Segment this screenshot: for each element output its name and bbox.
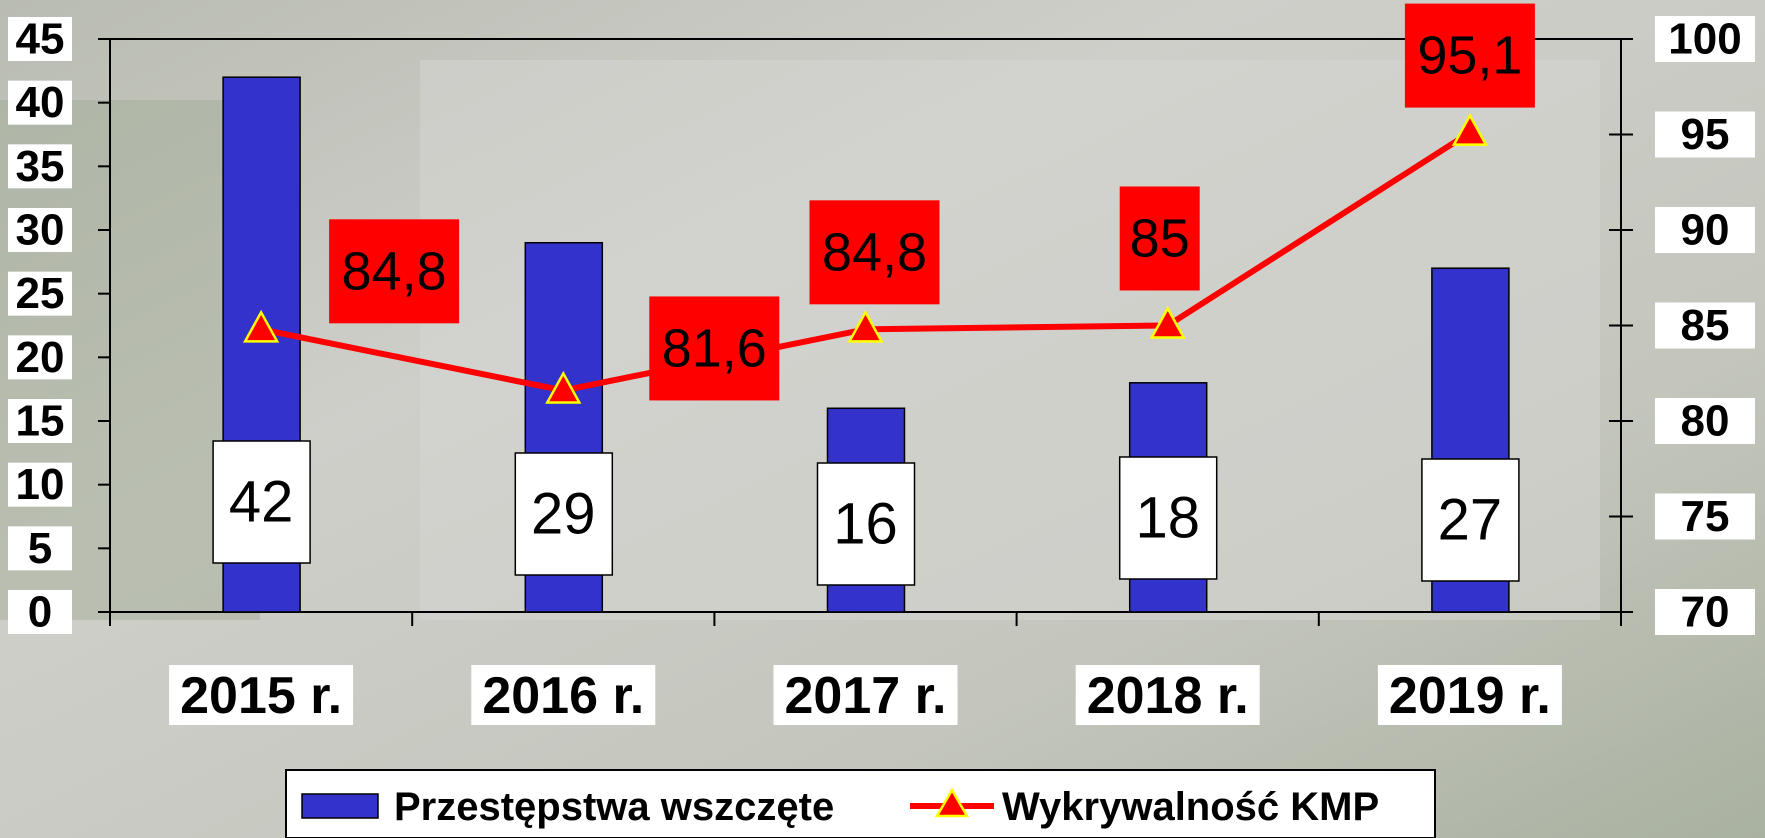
y-tick-label: 5: [28, 524, 52, 573]
marker: [1451, 113, 1489, 146]
y2-tick-label: 80: [1681, 397, 1730, 446]
line-label: 84,8: [822, 222, 927, 282]
y-tick-bg: [8, 462, 72, 507]
x-tick-label: 2018 r.: [1087, 667, 1249, 725]
y-tick-label: 45: [16, 15, 65, 64]
y-tick-bg: [8, 208, 72, 252]
x-tick-label: 2017 r.: [785, 667, 947, 725]
y-tick-bg: [8, 526, 72, 571]
bar-label: 42: [229, 470, 294, 535]
bar-label-box: [514, 452, 614, 576]
legend-label: Przestępstwa wszczęte: [394, 785, 834, 829]
bar-label: 16: [833, 492, 898, 557]
y2-tick-label: 100: [1668, 15, 1741, 64]
y-tick-label: 40: [16, 78, 65, 127]
x-tick-label: 2019 r.: [1389, 667, 1551, 725]
x-tick-bg: [1075, 665, 1260, 725]
bar-label-box: [816, 462, 916, 586]
x-tick-bg: [169, 665, 354, 725]
line-label-box: [329, 219, 460, 324]
y2-tick-bg: [1655, 589, 1755, 635]
y-tick-label: 10: [16, 460, 65, 509]
y2-tick-label: 70: [1681, 588, 1730, 637]
x-tick-bg: [1377, 665, 1562, 725]
y2-tick-label: 95: [1681, 110, 1730, 159]
bar-label: 29: [531, 482, 596, 547]
y-tick-bg: [8, 399, 72, 443]
marker: [847, 309, 884, 343]
y-tick-label: 30: [16, 206, 65, 255]
y-tick-label: 20: [16, 333, 65, 382]
y-tick-bg: [8, 590, 72, 634]
y-tick-bg: [8, 17, 72, 61]
line-label-box: [1119, 186, 1200, 291]
y-tick-label: 15: [16, 397, 65, 446]
y2-tick-bg: [1655, 111, 1755, 158]
x-tick-label: 2015 r.: [180, 667, 342, 725]
y-tick-label: 25: [16, 269, 65, 318]
marker: [1149, 305, 1186, 339]
y2-tick-bg: [1655, 302, 1755, 349]
y-tick-bg: [8, 80, 72, 125]
legend-box: [285, 769, 1436, 838]
y2-tick-bg: [1655, 207, 1755, 253]
legend-marker: [934, 787, 970, 818]
bar-label: 27: [1438, 488, 1503, 553]
bar-label-box: [212, 440, 311, 564]
legend-label: Wykrywalność KMP: [1002, 785, 1379, 829]
y-tick-label: 35: [16, 142, 65, 191]
bar-label-box: [1118, 456, 1218, 580]
y2-tick-bg: [1655, 398, 1755, 444]
marker: [242, 309, 280, 343]
background-building: [420, 60, 1600, 620]
line-label-box: [1404, 3, 1535, 108]
y2-tick-label: 85: [1681, 301, 1730, 350]
line-label: 95,1: [1417, 26, 1522, 86]
line-label: 85: [1130, 209, 1190, 269]
line-label: 81,6: [662, 318, 767, 378]
x-tick-bg: [773, 665, 958, 725]
y2-tick-bg: [1655, 16, 1755, 62]
bar-label-box: [1421, 458, 1520, 582]
y2-tick-label: 75: [1681, 492, 1730, 541]
line-label: 84,8: [342, 241, 447, 301]
y-tick-bg: [8, 144, 72, 189]
y2-tick-bg: [1655, 493, 1755, 540]
legend-swatch: [301, 793, 379, 819]
x-tick-bg: [471, 665, 656, 725]
bar-label: 18: [1135, 486, 1200, 551]
y-tick-bg: [8, 271, 72, 316]
y-tick-bg: [8, 335, 72, 380]
y-tick-label: 0: [28, 588, 52, 637]
line-label-box: [809, 200, 940, 305]
line-label-box: [649, 296, 780, 401]
marker: [545, 370, 582, 404]
x-tick-label: 2016 r.: [482, 667, 644, 725]
y2-tick-label: 90: [1681, 206, 1730, 255]
